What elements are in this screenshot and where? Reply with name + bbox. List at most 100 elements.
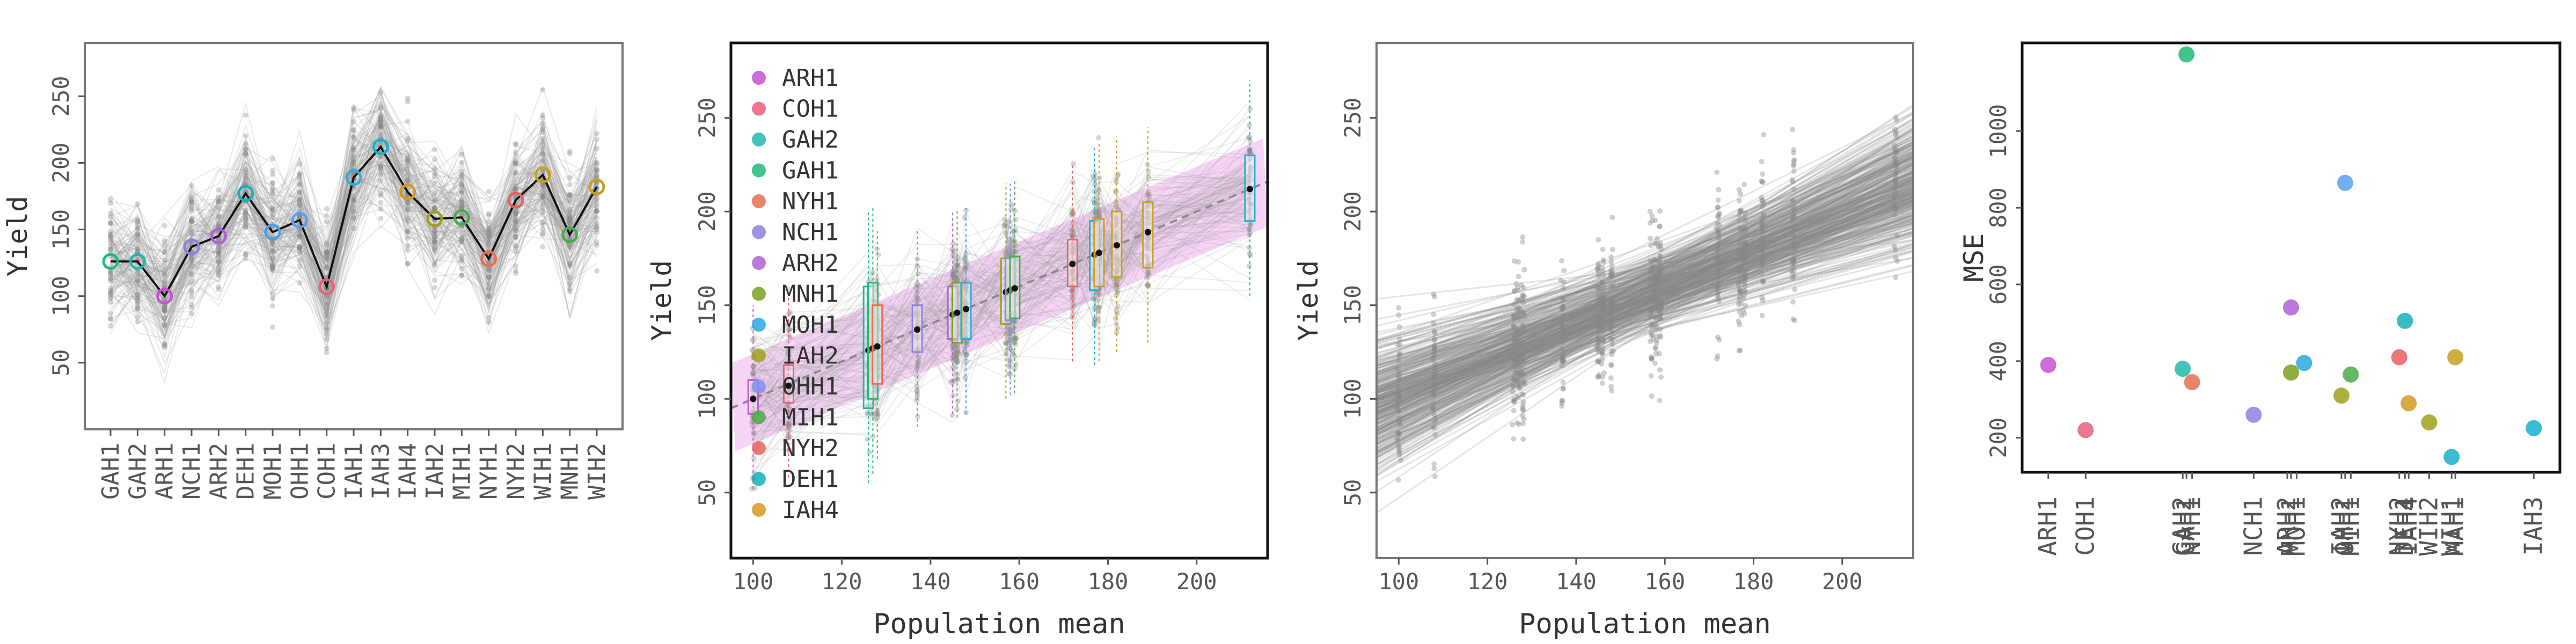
raw-point	[1649, 313, 1655, 319]
raw-point	[1893, 171, 1899, 177]
raw-point	[297, 249, 303, 255]
raw-point	[1654, 295, 1660, 301]
genotype-line	[110, 88, 597, 295]
raw-point	[1653, 273, 1659, 279]
raw-point	[1600, 308, 1606, 314]
raw-point	[1649, 259, 1655, 265]
raw-point	[1652, 240, 1658, 246]
raw-point	[1743, 210, 1748, 216]
raw-point	[1741, 248, 1747, 254]
mse-point	[2526, 420, 2542, 436]
reaction-norm-line	[1376, 191, 1914, 424]
raw-point	[1514, 381, 1520, 387]
raw-point	[963, 316, 969, 321]
raw-point	[1514, 298, 1520, 304]
raw-point	[1007, 239, 1013, 245]
raw-point	[1608, 313, 1614, 319]
raw-point	[1520, 399, 1526, 405]
raw-point	[378, 124, 384, 130]
reaction-norm-line	[1376, 223, 1914, 394]
raw-point	[486, 274, 492, 280]
raw-point	[1516, 360, 1521, 366]
reaction-norm-line	[1376, 162, 1914, 376]
raw-point	[162, 343, 167, 349]
genotype-line	[110, 139, 597, 312]
raw-point	[1791, 211, 1797, 217]
panel-c-y-tick-label: 250	[1340, 98, 1366, 138]
raw-point	[297, 244, 303, 250]
legend-marker	[752, 256, 766, 270]
raw-point	[1096, 135, 1102, 141]
raw-point	[1520, 299, 1526, 305]
raw-point	[1521, 416, 1527, 422]
reaction-norm-line	[1376, 201, 1914, 455]
raw-point	[1790, 197, 1796, 203]
raw-point	[1759, 221, 1765, 226]
raw-point	[567, 221, 573, 226]
raw-point	[1599, 294, 1605, 299]
raw-point	[1600, 280, 1606, 286]
raw-point	[351, 160, 356, 166]
raw-point	[1561, 297, 1567, 303]
raw-point	[1716, 336, 1722, 342]
raw-point	[1144, 192, 1150, 198]
raw-point	[1758, 178, 1764, 184]
raw-point	[1511, 349, 1517, 355]
reaction-norm-line	[1376, 164, 1914, 439]
raw-point	[1431, 412, 1437, 418]
genotype-line	[110, 141, 597, 323]
raw-point	[1608, 284, 1614, 290]
raw-point	[108, 291, 113, 297]
reaction-norm-line	[1376, 220, 1914, 341]
raw-point	[1716, 230, 1722, 236]
raw-point	[135, 226, 141, 232]
genotype-line	[753, 149, 1250, 341]
raw-point	[351, 199, 356, 204]
raw-point	[1657, 272, 1663, 277]
reaction-norm-line	[1376, 193, 1914, 415]
raw-point	[1649, 332, 1655, 338]
raw-point	[378, 134, 384, 140]
genotype-line	[110, 104, 597, 290]
mean-yield-point	[588, 178, 605, 195]
raw-point	[432, 245, 437, 251]
raw-point	[1145, 213, 1151, 219]
raw-point	[1892, 178, 1898, 184]
raw-point	[1657, 270, 1663, 276]
raw-point	[297, 257, 303, 263]
panel-d-x-tick-label: WIH1	[2436, 496, 2465, 556]
raw-point	[1736, 302, 1741, 308]
raw-point	[324, 325, 330, 331]
raw-point	[1560, 328, 1565, 334]
raw-point	[1609, 304, 1615, 310]
raw-point	[567, 262, 573, 268]
raw-point	[513, 222, 518, 228]
panel-a-x-tick-label: DEH1	[232, 443, 260, 500]
raw-point	[297, 171, 303, 177]
raw-point	[405, 229, 411, 235]
raw-point	[1514, 284, 1520, 290]
raw-point	[1432, 347, 1438, 353]
reaction-norm-line	[1376, 193, 1914, 407]
genotype-line	[110, 120, 597, 314]
raw-point	[189, 208, 194, 214]
raw-point	[1610, 283, 1616, 289]
raw-point	[189, 196, 194, 202]
raw-point	[1716, 270, 1722, 276]
raw-point	[1742, 239, 1748, 245]
raw-point	[351, 204, 356, 210]
raw-point	[189, 231, 194, 237]
reaction-norm-line	[1376, 171, 1914, 408]
raw-point	[459, 182, 465, 188]
reaction-norm-line	[1376, 136, 1914, 475]
reaction-norm-line	[1376, 166, 1914, 384]
genotype-line	[110, 87, 597, 274]
genotype-line	[110, 197, 597, 336]
genotype-line	[752, 158, 1250, 409]
genotype-line	[110, 161, 597, 324]
raw-point	[1608, 362, 1614, 368]
raw-point	[1715, 253, 1721, 259]
panel-a-x-tick-label: OHH1	[286, 443, 313, 500]
raw-point	[216, 250, 222, 255]
raw-point	[1007, 333, 1013, 339]
